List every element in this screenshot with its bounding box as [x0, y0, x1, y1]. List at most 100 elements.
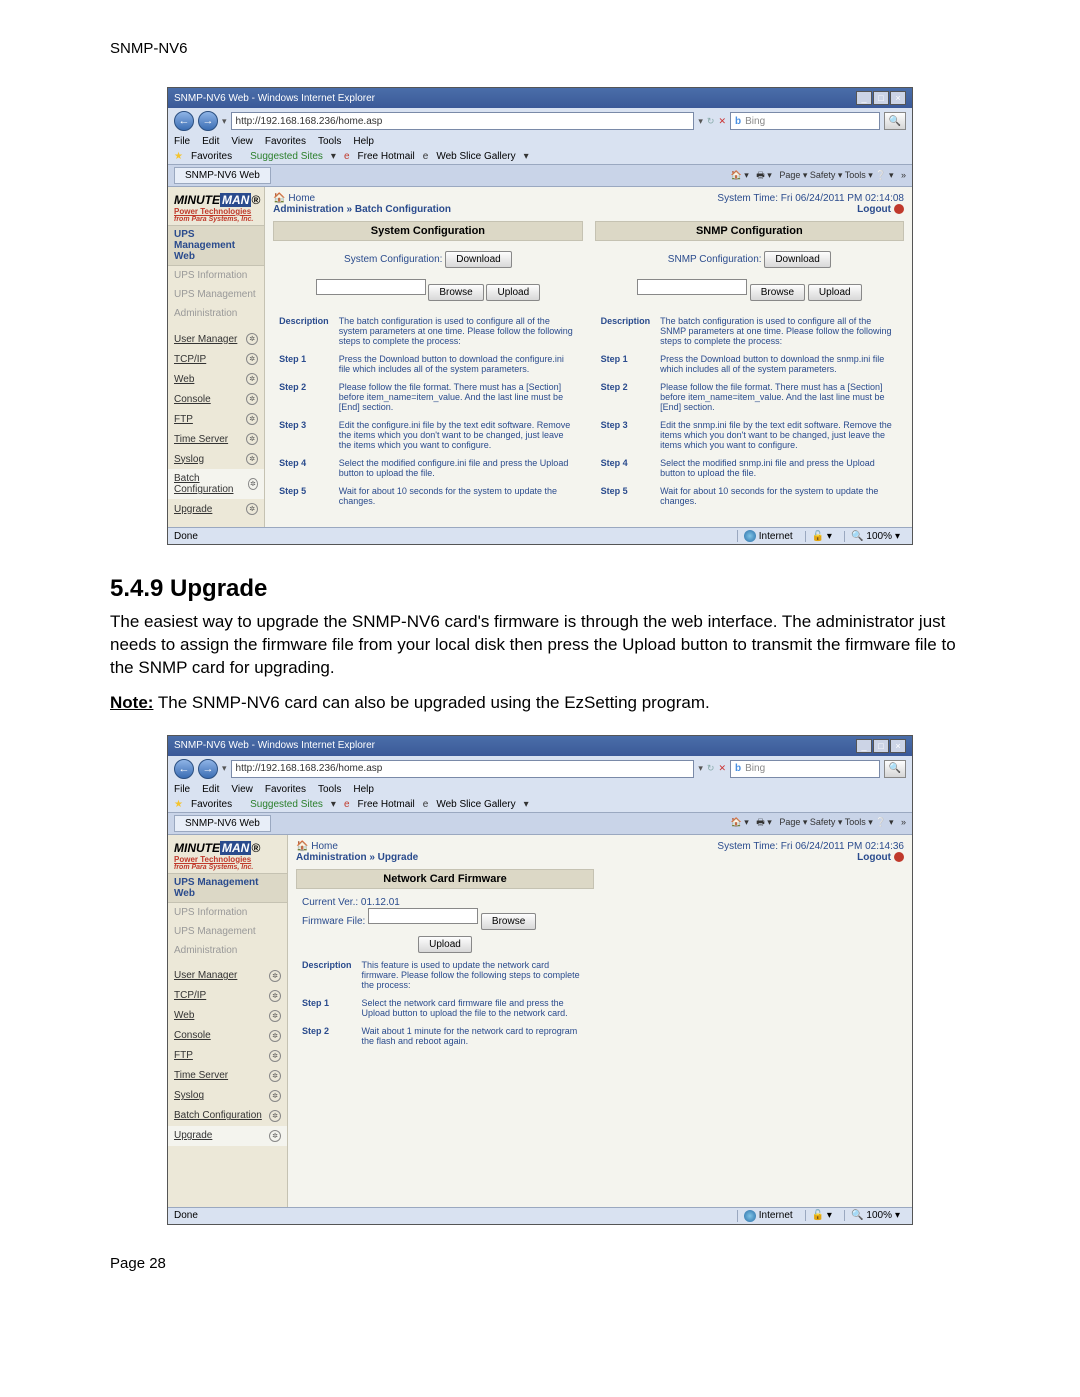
window-titlebar: SNMP-NV6 Web - Windows Internet Explorer…	[168, 736, 912, 756]
breadcrumb-home[interactable]: Home	[288, 193, 315, 204]
sidebar-item-upgrade[interactable]: Upgrade✲	[168, 499, 264, 519]
maximize-icon[interactable]: □	[873, 739, 889, 753]
browse-button[interactable]: Browse	[750, 284, 805, 301]
gear-icon: ✲	[269, 1050, 281, 1062]
logout-link[interactable]: Logout	[857, 204, 891, 215]
menu-help[interactable]: Help	[353, 136, 374, 147]
menu-file[interactable]: File	[174, 136, 190, 147]
sidebar-item-tcpip[interactable]: TCP/IP✲	[168, 986, 287, 1006]
free-hotmail-link[interactable]: Free Hotmail	[358, 151, 415, 162]
sidebar: MINUTEMAN® Power Technologies from Para …	[168, 835, 288, 1207]
menu-edit[interactable]: Edit	[202, 784, 219, 795]
browse-button[interactable]: Browse	[481, 913, 536, 930]
ie-tools[interactable]: 🏠 ▾ 🖶 ▾ Page ▾ Safety ▾ Tools ▾ ❔ ▾ »	[731, 168, 906, 184]
forward-icon[interactable]: →	[198, 111, 218, 131]
menu-help[interactable]: Help	[353, 784, 374, 795]
sidebar-item-time[interactable]: Time Server✲	[168, 429, 264, 449]
search-input[interactable]: bBing	[730, 112, 880, 130]
panel-firmware-head: Network Card Firmware	[296, 869, 594, 889]
sidebar-item-ftp[interactable]: FTP✲	[168, 1046, 287, 1066]
suggested-sites-link[interactable]: Suggested Sites	[250, 151, 323, 162]
sidebar-item-tcpip[interactable]: TCP/IP✲	[168, 349, 264, 369]
sidebar-item-upgrade[interactable]: Upgrade✲	[168, 1126, 287, 1146]
sidebar-item-syslog[interactable]: Syslog✲	[168, 1086, 287, 1106]
firmware-file-input[interactable]	[368, 908, 478, 924]
gear-icon: ✲	[246, 433, 258, 445]
menu-favorites[interactable]: Favorites	[265, 136, 306, 147]
upload-button[interactable]: Upload	[486, 284, 540, 301]
star-icon[interactable]: ★	[174, 799, 183, 810]
file-input[interactable]	[316, 279, 426, 295]
menu-file[interactable]: File	[174, 784, 190, 795]
steps-table-left: DescriptionThe batch configuration is us…	[273, 311, 582, 511]
gear-icon: ✲	[269, 1090, 281, 1102]
back-icon[interactable]: ←	[174, 111, 194, 131]
sidebar-admin[interactable]: Administration	[168, 941, 287, 960]
menu-tools[interactable]: Tools	[318, 136, 341, 147]
ie-tools[interactable]: 🏠 ▾ 🖶 ▾ Page ▾ Safety ▾ Tools ▾ ❔ ▾ »	[731, 815, 906, 831]
menu-favorites[interactable]: Favorites	[265, 784, 306, 795]
sidebar-item-console[interactable]: Console✲	[168, 389, 264, 409]
logout-link[interactable]: Logout	[857, 852, 891, 863]
gear-icon: ✲	[246, 353, 258, 365]
maximize-icon[interactable]: □	[873, 91, 889, 105]
web-slice-link[interactable]: Web Slice Gallery	[436, 799, 515, 810]
file-input[interactable]	[637, 279, 747, 295]
gear-icon: ✲	[269, 1110, 281, 1122]
sidebar-item-batch[interactable]: Batch Configuration✲	[168, 469, 264, 499]
sidebar: MINUTEMAN® Power Technologies from Para …	[168, 187, 265, 527]
status-zoom[interactable]: 100%	[866, 531, 892, 542]
back-icon[interactable]: ←	[174, 759, 194, 779]
sidebar-item-console[interactable]: Console✲	[168, 1026, 287, 1046]
suggested-sites-link[interactable]: Suggested Sites	[250, 799, 323, 810]
gear-icon: ✲	[269, 1130, 281, 1142]
sidebar-ups-info[interactable]: UPS Information	[168, 903, 287, 922]
sidebar-item-batch[interactable]: Batch Configuration✲	[168, 1106, 287, 1126]
url-input[interactable]: http://192.168.168.236/home.asp	[231, 760, 695, 778]
system-time: System Time: Fri 06/24/2011 PM 02:14:36	[717, 841, 904, 852]
sidebar-item-ftp[interactable]: FTP✲	[168, 409, 264, 429]
sidebar-item-user-manager[interactable]: User Manager✲	[168, 966, 287, 986]
upload-button[interactable]: Upload	[808, 284, 862, 301]
sidebar-item-syslog[interactable]: Syslog✲	[168, 449, 264, 469]
star-icon[interactable]: ★	[174, 151, 183, 162]
web-slice-link[interactable]: Web Slice Gallery	[436, 151, 515, 162]
menu-edit[interactable]: Edit	[202, 136, 219, 147]
breadcrumb-home[interactable]: Home	[311, 841, 338, 852]
menu-view[interactable]: View	[231, 784, 253, 795]
menu-view[interactable]: View	[231, 136, 253, 147]
upload-button[interactable]: Upload	[418, 936, 472, 953]
sidebar-ups-mgmt[interactable]: UPS Management	[168, 285, 264, 304]
close-icon[interactable]: ×	[890, 91, 906, 105]
status-zoom[interactable]: 100%	[866, 1210, 892, 1221]
search-icon[interactable]: 🔍	[884, 112, 906, 130]
current-ver-value: 01.12.01	[361, 897, 400, 908]
forward-icon[interactable]: →	[198, 759, 218, 779]
sidebar-ups-info[interactable]: UPS Information	[168, 266, 264, 285]
globe-icon	[744, 1210, 756, 1222]
favorites-bar: ★ Favorites Suggested Sites ▾ e Free Hot…	[168, 797, 912, 813]
minimize-icon[interactable]: _	[856, 91, 872, 105]
home-icon[interactable]: 🏠	[273, 193, 285, 204]
sidebar-item-web[interactable]: Web✲	[168, 1006, 287, 1026]
home-icon[interactable]: 🏠	[296, 841, 308, 852]
search-icon[interactable]: 🔍	[884, 760, 906, 778]
minimize-icon[interactable]: _	[856, 739, 872, 753]
tab-bar: SNMP-NV6 Web 🏠 ▾ 🖶 ▾ Page ▾ Safety ▾ Too…	[168, 813, 912, 835]
sidebar-item-time[interactable]: Time Server✲	[168, 1066, 287, 1086]
firmware-file-label: Firmware File:	[302, 916, 365, 927]
sidebar-item-web[interactable]: Web✲	[168, 369, 264, 389]
download-button[interactable]: Download	[445, 251, 511, 268]
browser-tab[interactable]: SNMP-NV6 Web	[174, 815, 271, 832]
menu-tools[interactable]: Tools	[318, 784, 341, 795]
search-input[interactable]: bBing	[730, 760, 880, 778]
sidebar-item-user-manager[interactable]: User Manager✲	[168, 329, 264, 349]
free-hotmail-link[interactable]: Free Hotmail	[358, 799, 415, 810]
url-input[interactable]: http://192.168.168.236/home.asp	[231, 112, 695, 130]
close-icon[interactable]: ×	[890, 739, 906, 753]
download-button[interactable]: Download	[764, 251, 830, 268]
browse-button[interactable]: Browse	[428, 284, 483, 301]
browser-tab[interactable]: SNMP-NV6 Web	[174, 167, 271, 184]
sidebar-ups-mgmt[interactable]: UPS Management	[168, 922, 287, 941]
sidebar-admin[interactable]: Administration	[168, 304, 264, 323]
